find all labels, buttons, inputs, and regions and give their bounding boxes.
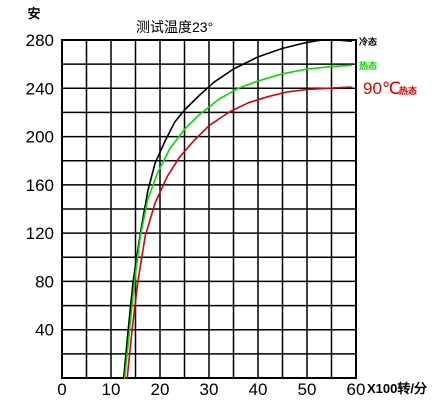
x-tick-label: 40 xyxy=(249,380,268,399)
series-lines xyxy=(122,39,352,379)
annotation-90c: 90℃ xyxy=(363,79,401,98)
annotation-cold: 冷态 xyxy=(359,36,377,47)
y-tick-label: 280 xyxy=(26,31,54,50)
x-tick-label: 50 xyxy=(298,380,317,399)
x-axis-unit-label: X100转/分 xyxy=(367,381,427,396)
annotation-90c-hot: 热态 xyxy=(399,85,417,96)
y-tick-label: 80 xyxy=(35,272,54,291)
series-line-1 xyxy=(123,64,352,379)
chart-title: 测试温度23° xyxy=(136,19,213,35)
plot-frame xyxy=(61,39,357,379)
y-tick-label: 120 xyxy=(26,224,54,243)
y-tick-label: 160 xyxy=(26,176,54,195)
y-tick-label: 240 xyxy=(26,79,54,98)
y-tick-label: 200 xyxy=(26,128,54,147)
x-tick-label: 60 xyxy=(347,380,366,399)
grid-lines xyxy=(61,39,357,379)
y-tick-label: 40 xyxy=(35,321,54,340)
x-tick-label: 20 xyxy=(151,380,170,399)
series-line-2 xyxy=(126,86,352,379)
y-axis-label: 安 xyxy=(27,6,40,21)
x-tick-label: 0 xyxy=(57,380,66,399)
annotation-hot: 热态 xyxy=(359,60,377,71)
x-tick-label: 10 xyxy=(102,380,121,399)
y-axis-tick-labels: 40 80 120 160 200 240 280 xyxy=(26,31,54,340)
x-axis-tick-labels: 0 10 20 30 40 50 60 xyxy=(57,380,365,399)
x-tick-label: 30 xyxy=(200,380,219,399)
